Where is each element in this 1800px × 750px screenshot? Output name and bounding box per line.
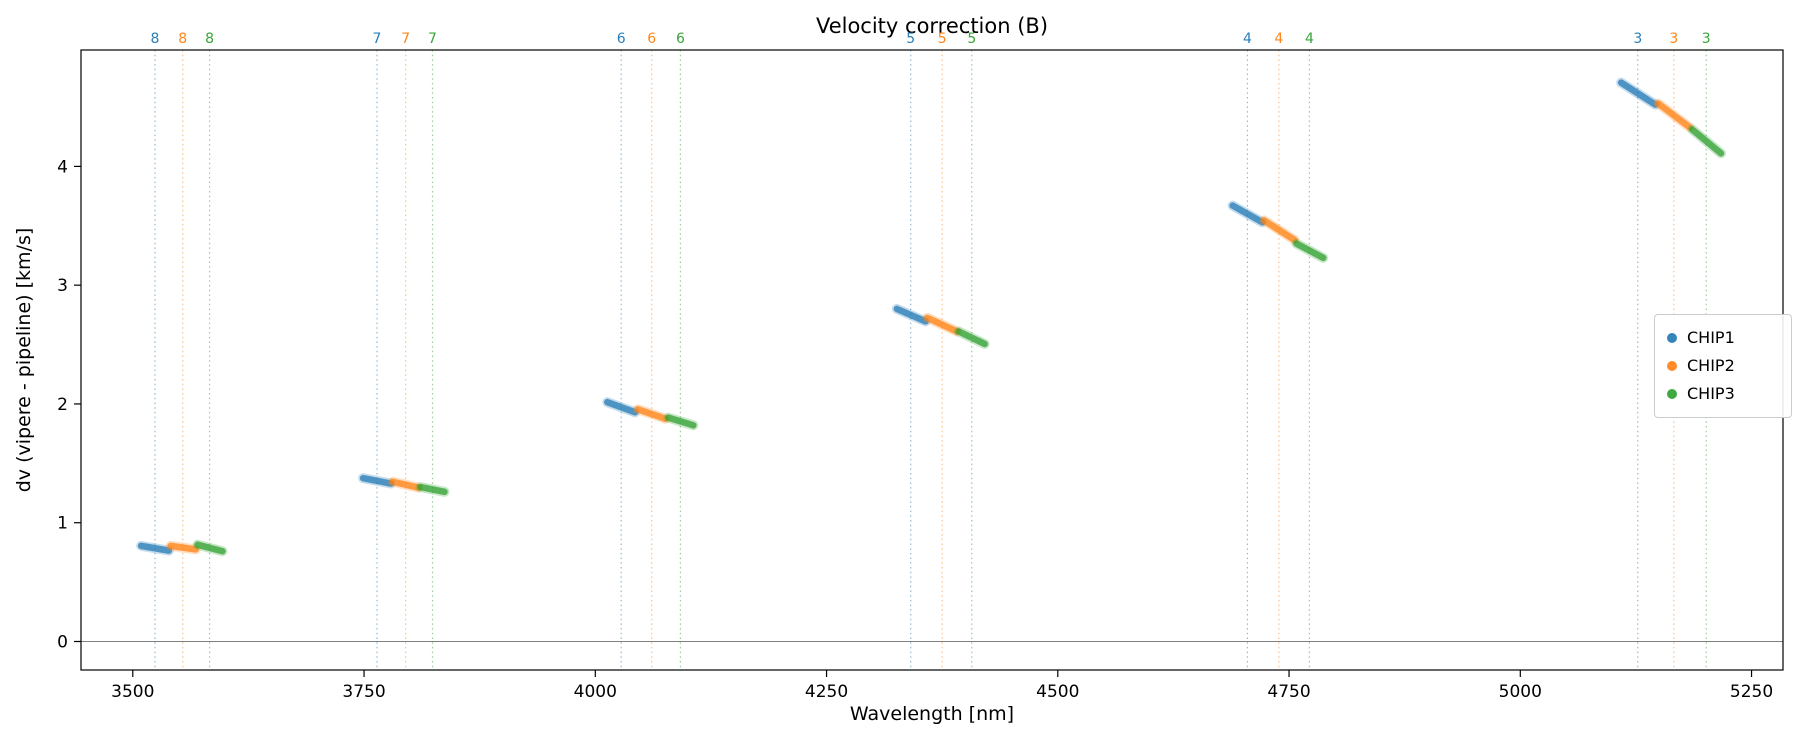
order-number-label: 5 <box>967 31 976 47</box>
order-number-label: 3 <box>1633 31 1642 47</box>
legend-marker-icon <box>1667 361 1677 371</box>
y-tick-label: 4 <box>57 157 68 177</box>
order-number-label: 4 <box>1274 31 1283 47</box>
order-number-label: 5 <box>938 31 947 47</box>
y-tick-label: 1 <box>57 514 68 534</box>
order-number-label: 7 <box>428 31 437 47</box>
x-tick-label: 3750 <box>342 682 385 702</box>
order-number-label: 8 <box>178 31 187 47</box>
order-number-label: 8 <box>205 31 214 47</box>
legend-marker-icon <box>1667 333 1677 343</box>
legend-entry-chip3: CHIP3 <box>1667 380 1779 408</box>
x-axis-label: Wavelength [nm] <box>849 703 1015 725</box>
y-tick-label: 2 <box>57 395 68 415</box>
x-tick-label: 5250 <box>1730 682 1773 702</box>
legend-label: CHIP1 <box>1687 328 1735 347</box>
plot-border <box>80 49 1784 671</box>
x-tick-label: 4500 <box>1036 682 1079 702</box>
x-tick-label: 4750 <box>1267 682 1310 702</box>
y-axis-ticks: 0 1 2 3 4 <box>57 157 81 652</box>
x-tick-label: 4250 <box>805 682 848 702</box>
legend: CHIP1 CHIP2 CHIP3 <box>1654 314 1792 418</box>
order-number-label: 3 <box>1669 31 1678 47</box>
x-tick-label: 5000 <box>1499 682 1542 702</box>
order-number-label: 6 <box>647 31 656 47</box>
order-number-label: 7 <box>373 31 382 47</box>
y-tick-label: 0 <box>57 632 68 652</box>
order-number-label: 8 <box>151 31 160 47</box>
order-marker-lines: 8 8 8 7 7 7 6 6 6 5 5 5 4 4 4 3 3 3 <box>151 31 1711 670</box>
order-number-label: 4 <box>1305 31 1314 47</box>
y-tick-label: 3 <box>57 276 68 296</box>
chart-title: Velocity correction (B) <box>815 14 1049 38</box>
order-number-label: 3 <box>1702 31 1711 47</box>
legend-label: CHIP2 <box>1687 356 1735 375</box>
x-tick-label: 4000 <box>574 682 617 702</box>
order-number-label: 7 <box>401 31 410 47</box>
order-number-label: 6 <box>676 31 685 47</box>
legend-entry-chip1: CHIP1 <box>1667 324 1779 352</box>
scatter-segments <box>136 77 1727 557</box>
legend-label: CHIP3 <box>1687 384 1735 403</box>
order-number-label: 6 <box>617 31 626 47</box>
order-number-label: 4 <box>1243 31 1252 47</box>
legend-entry-chip2: CHIP2 <box>1667 352 1779 380</box>
legend-marker-icon <box>1667 389 1677 399</box>
x-tick-label: 3500 <box>111 682 154 702</box>
order-number-label: 5 <box>906 31 915 47</box>
x-axis-ticks: 3500 3750 4000 4250 4500 4750 5000 5250 <box>111 670 1773 702</box>
